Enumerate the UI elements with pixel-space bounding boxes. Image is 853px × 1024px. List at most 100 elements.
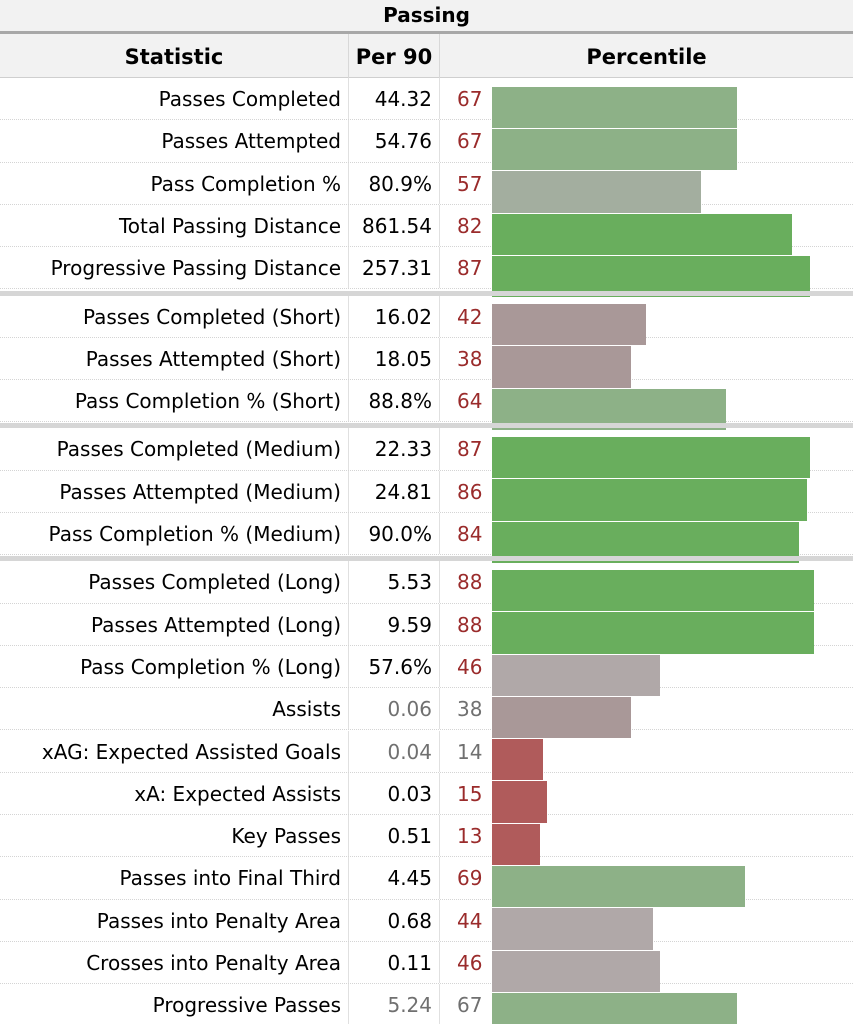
percentile-bar	[492, 612, 814, 654]
table-row: Passes Completed (Medium) 22.33 87	[0, 428, 853, 479]
table-row: Passes Attempted (Medium) 24.81 86	[0, 470, 853, 521]
percentile-bar	[492, 437, 810, 479]
percentile-value: 87	[457, 437, 483, 462]
per90-value: 0.68	[349, 899, 440, 941]
percentile-bar	[492, 823, 540, 866]
percentile-value: 38	[457, 346, 483, 371]
percentile-bar	[492, 569, 814, 612]
per90-value: 24.81	[349, 470, 440, 512]
percentile-bar	[492, 781, 547, 823]
per90-value: 0.03	[349, 772, 440, 815]
table-row: Progressive Passes 5.24 67	[0, 984, 853, 1024]
per90-value: 18.05	[349, 337, 440, 380]
percentile-bar	[492, 128, 737, 171]
stat-name[interactable]: Passes Attempted (Medium)	[0, 470, 349, 512]
per90-value: 0.06	[349, 688, 440, 730]
percentile-bar	[492, 213, 792, 255]
percentile-value: 87	[457, 256, 483, 281]
stat-name[interactable]: Pass Completion %	[0, 162, 349, 204]
stat-name[interactable]: Passes Attempted (Short)	[0, 337, 349, 380]
per90-value: 44.32	[349, 78, 440, 120]
table-row: xA: Expected Assists 0.03 15	[0, 772, 853, 823]
stat-name[interactable]: Passes into Penalty Area	[0, 899, 349, 941]
per90-value: 16.02	[349, 295, 440, 337]
percentile-bar	[492, 346, 631, 388]
percentile-value: 46	[457, 951, 483, 975]
percentile-bar	[492, 696, 631, 739]
percentile-value: 42	[457, 304, 483, 329]
stat-name[interactable]: Pass Completion % (Medium)	[0, 513, 349, 555]
percentile-value: 13	[457, 824, 483, 849]
percentile-value: 67	[457, 129, 483, 154]
stat-name[interactable]: Assists	[0, 688, 349, 730]
stat-name[interactable]: Passes into Final Third	[0, 857, 349, 899]
stat-name[interactable]: xA: Expected Assists	[0, 772, 349, 815]
table-row: Pass Completion % (Long) 57.6% 46	[0, 645, 853, 696]
percentile-value: 82	[457, 213, 483, 238]
stat-name[interactable]: Total Passing Distance	[0, 204, 349, 247]
per90-value: 22.33	[349, 428, 440, 470]
per90-value: 0.51	[349, 815, 440, 857]
percentile-value: 88	[457, 612, 483, 637]
percentile-value: 67	[457, 993, 483, 1018]
header-per90[interactable]: Per 90	[349, 34, 440, 78]
percentile-value: 64	[457, 389, 483, 414]
percentile-bar	[492, 866, 745, 908]
table-row: Pass Completion % 80.9% 57	[0, 162, 853, 213]
percentile-bar	[492, 86, 737, 128]
stat-name[interactable]: Passes Attempted	[0, 120, 349, 162]
table-row: Key Passes 0.51 13	[0, 815, 853, 866]
stat-name[interactable]: Crosses into Penalty Area	[0, 942, 349, 984]
per90-value: 5.53	[349, 561, 440, 603]
header-percentile[interactable]: Percentile	[586, 45, 707, 69]
stat-name[interactable]: Key Passes	[0, 815, 349, 857]
percentile-bar	[492, 255, 810, 298]
table-row: Progressive Passing Distance 257.31 87	[0, 247, 853, 298]
stat-name[interactable]: Passes Completed (Short)	[0, 295, 349, 337]
group-separator	[0, 423, 853, 429]
table-row: xAG: Expected Assisted Goals 0.04 14	[0, 730, 853, 781]
per90-value: 0.04	[349, 730, 440, 772]
percentile-bar	[492, 992, 737, 1024]
table-header: Statistic Per 90 Percentile	[0, 34, 853, 78]
per90-value: 80.9%	[349, 162, 440, 204]
per90-value: 861.54	[349, 204, 440, 247]
table-row: Passes Attempted 54.76 67	[0, 120, 853, 171]
stat-name[interactable]: xAG: Expected Assisted Goals	[0, 730, 349, 772]
percentile-value: 14	[457, 739, 483, 764]
percentile-bar	[492, 479, 807, 521]
table-row: Passes Attempted (Short) 18.05 38	[0, 337, 853, 388]
percentile-value: 15	[457, 781, 483, 806]
stat-name[interactable]: Pass Completion % (Long)	[0, 645, 349, 688]
table-row: Total Passing Distance 861.54 82	[0, 204, 853, 255]
stat-name[interactable]: Passes Completed (Medium)	[0, 428, 349, 470]
table-row: Crosses into Penalty Area 0.11 46	[0, 942, 853, 992]
group-separator	[0, 290, 853, 296]
percentile-bar	[492, 908, 653, 950]
table-row: Pass Completion % (Medium) 90.0% 84	[0, 513, 853, 563]
table-row: Passes Completed (Short) 16.02 42	[0, 295, 853, 346]
percentile-value: 57	[457, 171, 483, 196]
table-row: Pass Completion % (Short) 88.8% 64	[0, 380, 853, 431]
stat-name[interactable]: Pass Completion % (Short)	[0, 380, 349, 422]
stat-name[interactable]: Passes Attempted (Long)	[0, 603, 349, 645]
percentile-bar	[492, 654, 660, 696]
table-row: Passes Completed 44.32 67	[0, 78, 853, 128]
per90-value: 5.24	[349, 984, 440, 1024]
stat-name[interactable]: Progressive Passing Distance	[0, 247, 349, 289]
stat-name[interactable]: Passes Completed (Long)	[0, 561, 349, 603]
per90-value: 4.45	[349, 857, 440, 899]
percentile-value: 38	[457, 697, 483, 722]
per90-value: 9.59	[349, 603, 440, 645]
percentile-value: 46	[457, 654, 483, 679]
table-row: Passes Attempted (Long) 9.59 88	[0, 603, 853, 654]
group-separator	[0, 556, 853, 562]
header-statistic[interactable]: Statistic	[0, 34, 349, 78]
stat-name[interactable]: Progressive Passes	[0, 984, 349, 1024]
table-row: Assists 0.06 38	[0, 688, 853, 739]
percentile-bar	[492, 388, 726, 431]
table-row: Passes Completed (Long) 5.53 88	[0, 561, 853, 612]
stat-name[interactable]: Passes Completed	[0, 78, 349, 120]
table-row: Passes into Final Third 4.45 69	[0, 857, 853, 908]
percentile-bar	[492, 739, 543, 781]
